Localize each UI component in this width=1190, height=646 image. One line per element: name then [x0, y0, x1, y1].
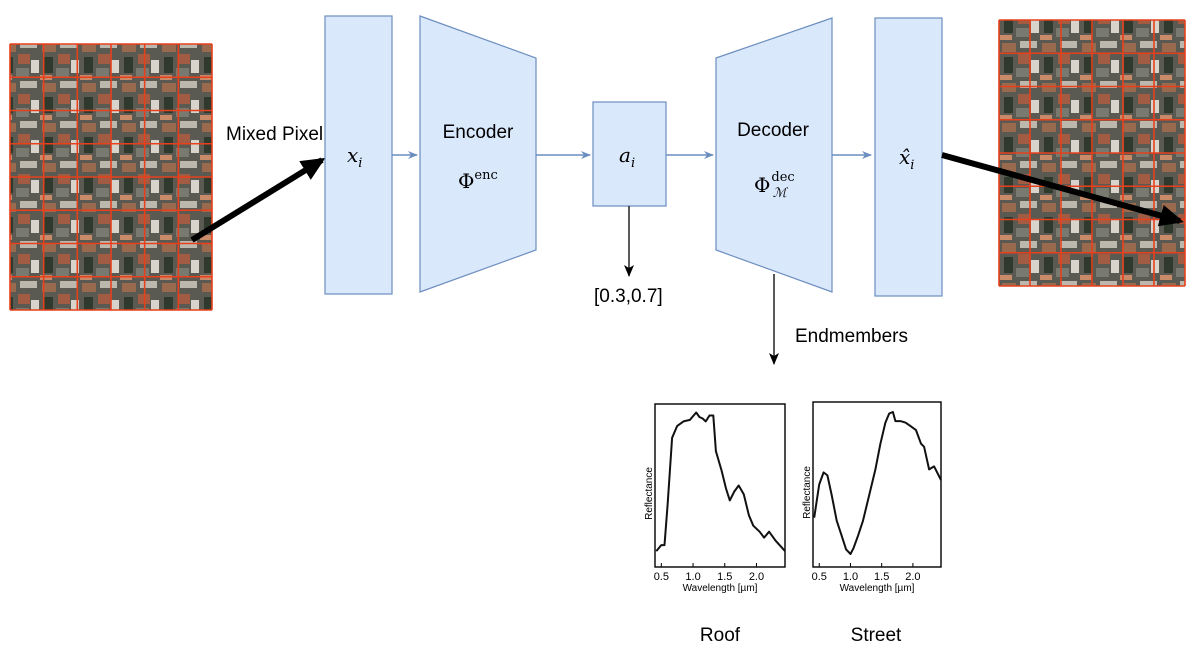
- reconstruction-label: x̂i: [899, 145, 914, 173]
- encoder-function-label: Φenc: [458, 168, 498, 193]
- plot-caption: Roof: [700, 625, 741, 646]
- abundance-label: ai: [619, 143, 635, 171]
- decoder-function-label: Φdec ℳ: [754, 170, 795, 201]
- x-tick-label: 0.5: [654, 571, 669, 583]
- plot-frame: [812, 401, 942, 568]
- x-tick-label: 2.0: [905, 571, 920, 583]
- x-axis-label: Wavelength [µm]: [840, 583, 915, 594]
- plot-frame: [654, 403, 786, 568]
- spectrum-curve: [813, 411, 942, 555]
- x-tick-label: 1.5: [874, 571, 889, 583]
- x-axis-label: Wavelength [µm]: [683, 583, 758, 594]
- spectrum-curve: [655, 411, 786, 552]
- y-axis-label: Reflectance: [644, 467, 655, 520]
- plot-caption: Street: [851, 625, 902, 646]
- mixed-pixel-arrow: [190, 157, 326, 243]
- input-pixel-grid: [9, 43, 213, 311]
- input-vector-label: xi: [347, 143, 362, 171]
- decoder-label: Decoder: [737, 120, 809, 141]
- x-tick-label: 0.5: [812, 571, 827, 583]
- abundance-values: [0.3,0.7]: [594, 286, 663, 307]
- output-pixel-grid: [998, 19, 1186, 287]
- input-aerial-image: [9, 43, 213, 311]
- endmembers-label: Endmembers: [795, 326, 908, 347]
- encoder-label: Encoder: [443, 122, 514, 143]
- encoder-block: [419, 15, 537, 293]
- decoder-block: [715, 17, 833, 293]
- reconstructed-aerial-image: [998, 19, 1186, 287]
- y-axis-label: Reflectance: [802, 466, 813, 519]
- x-tick-label: 1.0: [843, 571, 858, 583]
- reconstruction-block: [874, 17, 943, 297]
- x-tick-label: 1.0: [685, 571, 700, 583]
- abundance-block: [592, 101, 667, 207]
- input-vector-block: [324, 15, 393, 295]
- x-tick-label: 2.0: [749, 571, 764, 583]
- reconstruction-arrow: [941, 152, 1184, 227]
- mixed-pixel-label: Mixed Pixel: [226, 124, 323, 145]
- x-tick-label: 1.5: [717, 571, 732, 583]
